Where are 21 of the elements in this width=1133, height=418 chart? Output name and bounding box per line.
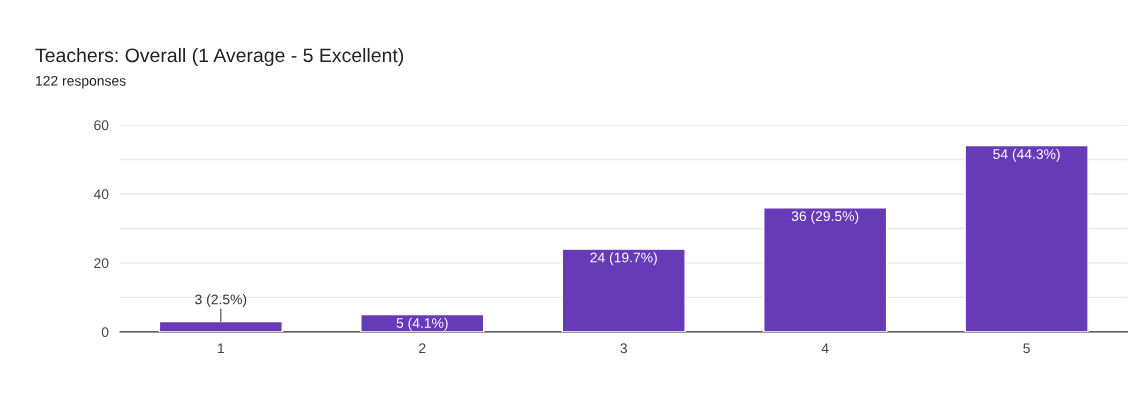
- x-tick-label: 5: [1023, 343, 1030, 354]
- bar: [561, 248, 686, 332]
- data-label: 54 (44.3%): [993, 148, 1060, 162]
- y-tick-label: 20: [94, 258, 109, 269]
- data-label: 3 (2.5%): [195, 294, 247, 308]
- data-label: 5 (4.1%): [396, 317, 448, 331]
- bar: [763, 207, 888, 332]
- data-label: 36 (29.5%): [791, 210, 859, 224]
- y-tick-label: 60: [94, 120, 109, 131]
- x-tick-label: 3: [620, 343, 627, 354]
- x-tick-label: 2: [419, 343, 426, 354]
- bar: [964, 144, 1089, 332]
- y-tick-label: 40: [93, 189, 109, 200]
- data-label: 24 (19.7%): [590, 252, 657, 266]
- y-tick-label: 0: [101, 327, 109, 338]
- chart-title: Teachers: Overall (1 Average - 5 Excellent): [35, 47, 404, 67]
- chart-subtitle: 122 responses: [36, 75, 126, 89]
- x-tick-label: 4: [821, 343, 829, 354]
- x-tick-label: 1: [218, 343, 225, 354]
- bar: [158, 320, 283, 332]
- bar: [360, 313, 485, 332]
